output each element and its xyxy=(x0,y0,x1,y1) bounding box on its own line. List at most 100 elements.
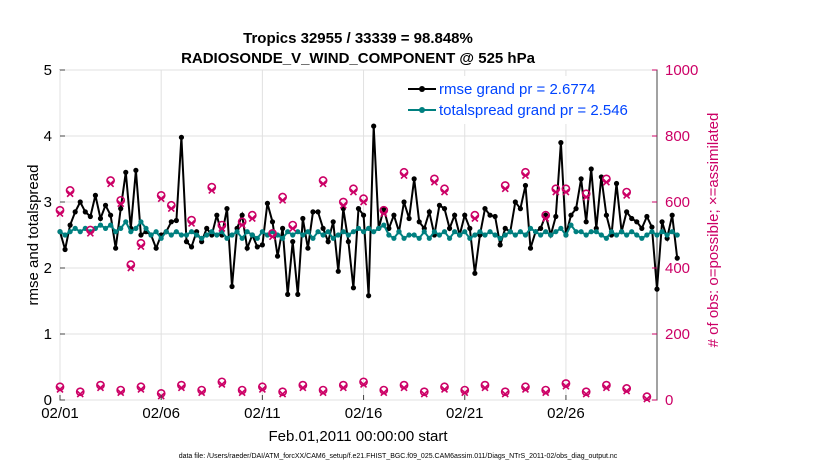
data-point-totalspread xyxy=(366,225,372,231)
data-point-rmse xyxy=(654,286,660,292)
obs-assimilated-marker xyxy=(86,229,94,237)
data-point-rmse xyxy=(624,209,630,215)
data-point-rmse xyxy=(588,166,594,172)
data-point-totalspread xyxy=(178,232,185,238)
data-point-rmse xyxy=(674,255,680,261)
legend-marker-rmse xyxy=(419,86,425,92)
data-point-totalspread xyxy=(401,235,407,241)
data-point-totalspread xyxy=(472,232,478,238)
data-point-totalspread xyxy=(477,229,483,235)
obs-assimilated-marker xyxy=(562,188,570,196)
data-point-rmse xyxy=(669,212,675,218)
obs-assimilated-marker xyxy=(542,214,550,223)
obs-assimilated-marker xyxy=(187,219,196,228)
obs-assimilated-marker xyxy=(359,198,368,206)
data-point-rmse xyxy=(527,245,534,251)
data-point-totalspread xyxy=(290,232,296,238)
obs-assimilated-low-marker xyxy=(420,390,428,398)
data-point-totalspread xyxy=(527,225,534,231)
data-point-totalspread xyxy=(315,229,321,235)
data-point-rmse xyxy=(214,212,220,218)
data-point-rmse xyxy=(366,293,372,299)
obs-assimilated-marker xyxy=(56,209,64,218)
data-point-totalspread xyxy=(613,232,620,238)
data-point-rmse xyxy=(573,206,579,212)
data-point-totalspread xyxy=(188,229,195,235)
x-axis-ticks: 02/01 02/06 02/11 02/16 02/21 02/26 xyxy=(41,395,585,422)
obs-assimilated-low-marker xyxy=(643,395,651,403)
footnote: data file: /Users/raeder/DAI/ATM_forcXX/… xyxy=(179,453,618,460)
obs-possible-low-marker xyxy=(419,387,429,397)
y-tick-label: 5 xyxy=(44,62,52,79)
data-point-rmse xyxy=(492,213,498,220)
y-tick-label: 0 xyxy=(44,392,52,409)
data-point-rmse xyxy=(386,225,392,231)
data-point-totalspread xyxy=(411,232,417,238)
data-point-rmse xyxy=(123,169,129,175)
data-point-rmse xyxy=(462,212,468,218)
data-point-rmse xyxy=(264,200,271,206)
obs-assimilated-low-marker xyxy=(359,380,368,389)
data-point-totalspread xyxy=(138,219,144,225)
data-point-totalspread xyxy=(416,235,422,241)
chart-subtitle: RADIOSONDE_V_WIND_COMPONENT @ 525 hPa xyxy=(181,50,536,67)
data-point-totalspread xyxy=(406,232,412,238)
y2-axis-label: # of obs: o=possible; ×=assimilated xyxy=(705,113,722,348)
data-point-rmse xyxy=(72,209,78,215)
obs-assimilated-low-marker xyxy=(319,389,327,397)
y2-tick-label: 0 xyxy=(665,392,673,409)
data-point-totalspread xyxy=(158,235,164,241)
data-point-totalspread xyxy=(457,232,463,238)
data-point-totalspread xyxy=(340,229,346,235)
data-point-totalspread xyxy=(295,229,301,235)
data-point-totalspread xyxy=(244,229,250,235)
y2-tick-label: 200 xyxy=(665,326,690,343)
obs-assimilated-low-marker xyxy=(440,385,449,394)
data-point-rmse xyxy=(310,209,316,215)
data-point-totalspread xyxy=(57,229,63,235)
obs-assimilated-low-marker xyxy=(542,389,550,397)
data-point-totalspread xyxy=(376,225,382,231)
data-point-rmse xyxy=(436,202,443,208)
obs-assimilated-marker xyxy=(552,188,560,196)
data-point-rmse xyxy=(634,219,640,225)
data-point-rmse xyxy=(502,225,508,231)
data-point-rmse xyxy=(639,225,645,231)
data-point-totalspread xyxy=(102,225,109,231)
obs-assimilated-marker xyxy=(349,188,358,196)
data-point-rmse xyxy=(305,245,311,251)
data-point-totalspread xyxy=(598,232,604,238)
data-point-totalspread xyxy=(396,229,402,235)
data-point-rmse xyxy=(138,232,144,238)
data-point-totalspread xyxy=(371,229,377,235)
obs-assimilated-low-marker xyxy=(56,385,64,394)
data-point-rmse xyxy=(416,219,422,225)
data-point-totalspread xyxy=(634,232,640,238)
data-point-totalspread xyxy=(507,229,513,235)
grid xyxy=(59,69,657,401)
x-tick-label: 02/01 xyxy=(41,405,79,422)
data-point-totalspread xyxy=(173,229,179,235)
obs-assimilated-low-marker xyxy=(279,390,287,398)
x-tick-label: 02/26 xyxy=(547,405,585,422)
y-tick-label: 1 xyxy=(44,326,52,343)
obs-assimilated-low-marker xyxy=(299,384,307,392)
x-axis-label: Feb.01,2011 00:00:00 start xyxy=(268,428,448,445)
data-point-rmse xyxy=(244,245,250,251)
data-point-totalspread xyxy=(391,235,397,241)
data-point-totalspread xyxy=(522,232,529,238)
data-point-rmse xyxy=(517,206,523,212)
data-point-totalspread xyxy=(128,229,134,235)
obs-assimilated-marker xyxy=(582,193,590,201)
data-point-rmse xyxy=(538,225,544,231)
obs-assimilated-marker xyxy=(268,233,277,241)
obs-assimilated-low-marker xyxy=(96,384,105,392)
data-point-rmse xyxy=(82,209,88,215)
data-point-rmse xyxy=(371,123,377,129)
obs-assimilated-marker xyxy=(137,242,145,251)
data-point-totalspread xyxy=(350,229,357,235)
obs-assimilated-marker xyxy=(157,195,165,203)
data-point-rmse xyxy=(188,244,195,250)
data-point-totalspread xyxy=(194,232,200,238)
obs-assimilated-marker xyxy=(339,201,347,209)
